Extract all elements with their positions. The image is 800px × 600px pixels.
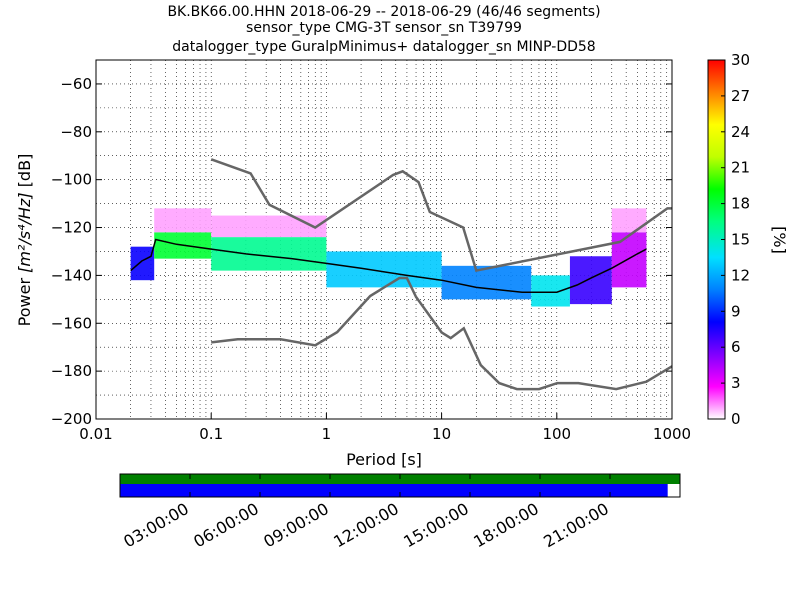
- x-axis-label: Period [s]: [346, 450, 422, 469]
- psd-band: [611, 232, 647, 288]
- y-axis-label-units: [m²/s⁴/Hz]: [15, 192, 34, 272]
- colorbar-label: [%]: [770, 226, 789, 254]
- y-tick-label: −160: [51, 314, 92, 332]
- y-tick-label: −100: [51, 171, 92, 189]
- psd-band: [569, 256, 612, 305]
- y-tick-label: −120: [51, 219, 92, 237]
- psd-band: [531, 275, 570, 307]
- y-tick-label: −140: [51, 266, 92, 284]
- mode-curve-line: [130, 238, 647, 293]
- y-tick-label: −80: [60, 123, 92, 141]
- colorbar-tick-label: 9: [731, 302, 741, 320]
- psd-distribution: [130, 208, 647, 307]
- time-tick-label: 03:00:00: [120, 499, 192, 551]
- high-noise-model-line: [210, 158, 672, 273]
- y-axis-label-suffix: [dB]: [15, 154, 34, 193]
- psd-band: [130, 246, 155, 281]
- colorbar-tick-label: 12: [731, 266, 750, 284]
- time-coverage: 03:00:0006:00:0009:00:0012:00:0015:00:00…: [119, 473, 681, 551]
- chart-title-line-3: datalogger_type GuralpMinimus+ datalogge…: [172, 39, 595, 55]
- psd-band: [211, 215, 327, 238]
- plot-area: 0.01 0.1 1 10 100 1000 −60 −80 −100 −120 −140 −160…: [51, 59, 691, 443]
- colorbar-ticks: 0 3 6 9 12 15 18 21 24 27 30: [721, 51, 750, 428]
- x-tick-label: 10: [432, 425, 451, 443]
- colorbar-tick-label: 0: [731, 410, 741, 428]
- colorbar-tick-label: 15: [731, 231, 750, 249]
- noise-model-curves: [130, 158, 672, 391]
- plot-frame: [95, 59, 673, 420]
- colorbar: 0 3 6 9 12 15 18 21 24 27 30 [%]: [707, 51, 789, 428]
- time-tick-label: 21:00:00: [540, 499, 612, 551]
- x-axis-ticks: 0.01 0.1 1 10 100 1000: [79, 413, 691, 443]
- y-tick-label: −200: [51, 410, 92, 428]
- time-tick-label: 18:00:00: [470, 499, 542, 551]
- x-tick-label: 1000: [653, 425, 691, 443]
- psd-band: [326, 251, 442, 288]
- x-tick-label: 100: [542, 425, 571, 443]
- colorbar-tick-label: 30: [731, 51, 750, 69]
- colorbar-tick-label: 21: [731, 159, 750, 177]
- psd-coverage-bar: [120, 484, 668, 497]
- time-tick-label: 15:00:00: [400, 499, 472, 551]
- y-axis-ticks: −60 −80 −100 −120 −140 −160 −180 −200: [51, 75, 672, 428]
- y-axis-label: Power [m²/s⁴/Hz] [dB]: [15, 154, 34, 327]
- x-tick-label: 1: [322, 425, 332, 443]
- psd-band: [154, 208, 212, 233]
- colorbar-tick-label: 24: [731, 123, 750, 141]
- colorbar-tick-label: 3: [731, 374, 741, 392]
- colorbar-tick-label: 6: [731, 338, 741, 356]
- time-tick-label: 06:00:00: [190, 499, 262, 551]
- y-axis-label-prefix: Power: [15, 273, 34, 326]
- chart-title-line-1: BK.BK66.00.HHN 2018-06-29 -- 2018-06-29 …: [167, 4, 600, 20]
- time-tick-label: 12:00:00: [330, 499, 402, 551]
- y-tick-label: −60: [60, 75, 92, 93]
- time-tick-label: 09:00:00: [260, 499, 332, 551]
- chart-title-line-2: sensor_type CMG-3T sensor_sn T39799: [246, 20, 522, 36]
- psd-band: [611, 208, 647, 233]
- y-tick-label: −180: [51, 362, 92, 380]
- colorbar-tick-label: 18: [731, 195, 750, 213]
- x-tick-label: 0.01: [79, 425, 112, 443]
- colorbar-tick-label: 27: [731, 87, 750, 105]
- psd-band: [211, 237, 327, 271]
- low-noise-model-line: [211, 276, 672, 391]
- x-tick-label: 0.1: [199, 425, 223, 443]
